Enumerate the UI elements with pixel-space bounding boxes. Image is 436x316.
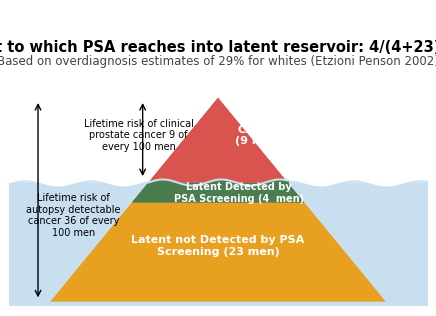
Bar: [9, 293, 427, 296]
Bar: [9, 274, 427, 277]
Text: Clinical
(9 men): Clinical (9 men): [235, 125, 284, 146]
Polygon shape: [148, 98, 288, 183]
Bar: [9, 189, 427, 192]
Bar: [9, 253, 427, 256]
Bar: [9, 204, 427, 207]
Bar: [9, 198, 427, 201]
Bar: [9, 183, 427, 185]
Bar: [9, 265, 427, 268]
Bar: [9, 213, 427, 216]
Bar: [9, 232, 427, 234]
Bar: [9, 271, 427, 274]
Bar: [9, 277, 427, 281]
Bar: [9, 283, 427, 287]
Bar: [9, 296, 427, 299]
Text: Latent Detected by
PSA Screening (4  men): Latent Detected by PSA Screening (4 men): [174, 182, 304, 204]
Bar: [9, 225, 427, 228]
Bar: [9, 241, 427, 244]
Polygon shape: [148, 98, 288, 183]
Bar: [9, 287, 427, 290]
Bar: [9, 256, 427, 259]
Bar: [9, 228, 427, 232]
Bar: [9, 290, 427, 293]
Bar: [9, 70, 427, 183]
Polygon shape: [51, 203, 385, 301]
Bar: [9, 195, 427, 198]
Bar: [9, 259, 427, 262]
Bar: [9, 238, 427, 241]
Bar: [9, 247, 427, 250]
Bar: [9, 244, 427, 247]
Bar: [9, 216, 427, 219]
Bar: [9, 302, 427, 305]
Bar: [9, 207, 427, 210]
Text: Lifetime risk of
autopsy detectable
cancer 36 of every
100 men: Lifetime risk of autopsy detectable canc…: [26, 193, 121, 238]
Bar: [9, 234, 427, 238]
Polygon shape: [51, 203, 385, 301]
Bar: [9, 262, 427, 265]
Bar: [9, 201, 427, 204]
Text: Latent not Detected by PSA
Screening (23 men): Latent not Detected by PSA Screening (23…: [131, 235, 305, 257]
Text: Extent to which PSA reaches into latent reservoir: 4/(4+23)=15%: Extent to which PSA reaches into latent …: [0, 40, 436, 55]
Text: Lifetime risk of clinical
prostate cancer 9 of
every 100 men: Lifetime risk of clinical prostate cance…: [84, 119, 194, 152]
Bar: [9, 183, 427, 305]
Bar: [9, 250, 427, 253]
Polygon shape: [132, 183, 304, 203]
Bar: [9, 268, 427, 271]
Bar: [9, 219, 427, 222]
Bar: [9, 299, 427, 302]
Polygon shape: [132, 183, 304, 203]
Bar: [9, 210, 427, 213]
Bar: [9, 222, 427, 225]
Text: Based on overdiagnosis estimates of 29% for whites (Etzioni Penson 2002): Based on overdiagnosis estimates of 29% …: [0, 55, 436, 68]
Bar: [9, 281, 427, 283]
Bar: [9, 185, 427, 189]
Bar: [9, 192, 427, 195]
